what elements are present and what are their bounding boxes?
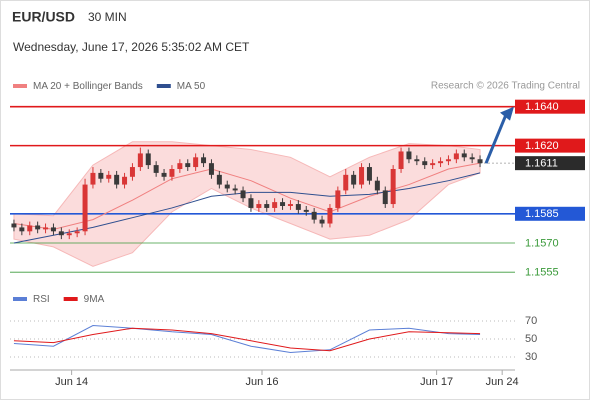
x-tick-label: Jun 14 bbox=[55, 376, 88, 388]
level-label: 1.1570 bbox=[525, 237, 559, 249]
candle-body bbox=[240, 190, 246, 199]
level-label: 1.1640 bbox=[525, 101, 559, 113]
candle-body bbox=[50, 227, 56, 232]
legend-swatch bbox=[13, 84, 27, 88]
candle-body bbox=[319, 219, 325, 224]
candle-body bbox=[185, 163, 191, 168]
candle-body bbox=[27, 225, 33, 232]
candle-body bbox=[382, 190, 388, 205]
candle-body bbox=[193, 157, 199, 168]
x-tick-label: Jun 24 bbox=[486, 376, 519, 388]
source: Research © 2026 Trading Central bbox=[431, 81, 580, 92]
candle-body bbox=[366, 167, 372, 181]
candle-body bbox=[19, 227, 25, 232]
level-label-box bbox=[515, 206, 585, 221]
level-label: 1.1585 bbox=[525, 208, 559, 220]
legend-label: MA 20 + Bollinger Bands bbox=[33, 81, 143, 92]
candle-body bbox=[303, 209, 309, 212]
candle-body bbox=[161, 172, 167, 177]
y-tick-label: 50 bbox=[525, 333, 537, 345]
candle-body bbox=[248, 198, 254, 208]
level-label: 1.1611 bbox=[525, 158, 558, 170]
candle-body bbox=[351, 174, 357, 185]
datetime: Wednesday, June 17, 2026 5:35:02 AM CET bbox=[13, 40, 250, 54]
candle-body bbox=[82, 184, 88, 232]
candle-body bbox=[43, 227, 49, 230]
candle-body bbox=[414, 159, 420, 162]
interval: 30 MIN bbox=[88, 10, 127, 24]
y-tick-label: 70 bbox=[525, 315, 537, 327]
candle-body bbox=[406, 151, 412, 160]
candle-body bbox=[177, 163, 183, 169]
level-label-box bbox=[515, 138, 585, 153]
legend-swatch bbox=[63, 297, 78, 301]
candle-body bbox=[224, 184, 230, 189]
candle-body bbox=[216, 174, 222, 185]
legend-label: RSI bbox=[33, 294, 50, 305]
moving-average bbox=[13, 162, 481, 230]
candle-body bbox=[374, 180, 380, 191]
candle-body bbox=[453, 153, 459, 160]
candle-body bbox=[422, 161, 428, 166]
x-tick-label: Jun 16 bbox=[245, 376, 278, 388]
level-label: 1.1620 bbox=[525, 140, 559, 152]
candle-body bbox=[311, 211, 317, 220]
candle-body bbox=[469, 157, 475, 160]
candle-body bbox=[359, 167, 365, 185]
candle-body bbox=[461, 153, 467, 158]
candle-body bbox=[145, 153, 151, 166]
candle-body bbox=[398, 151, 404, 169]
candle-body bbox=[11, 223, 17, 228]
legend-label: 9MA bbox=[84, 294, 105, 305]
candle-body bbox=[106, 174, 112, 179]
symbol: EUR/USD bbox=[12, 9, 75, 25]
candle-body bbox=[66, 233, 72, 236]
candle-body bbox=[153, 165, 159, 173]
candle-body bbox=[98, 172, 104, 179]
candle-body bbox=[477, 159, 483, 164]
y-tick-label: 30 bbox=[525, 351, 537, 363]
candle-body bbox=[438, 161, 444, 164]
candle-body bbox=[137, 153, 143, 168]
candle-body bbox=[232, 188, 238, 191]
candle-body bbox=[295, 204, 301, 210]
candle-body bbox=[430, 163, 436, 166]
candle-body bbox=[287, 204, 293, 206]
candle-body bbox=[129, 167, 135, 177]
candle-body bbox=[343, 174, 349, 191]
candle-body bbox=[390, 169, 396, 205]
indicator-line bbox=[13, 327, 481, 352]
candle-body bbox=[90, 172, 96, 185]
candle-body bbox=[280, 202, 286, 206]
forecast-arrow bbox=[484, 114, 508, 164]
candle-body bbox=[169, 169, 175, 177]
legend-label: MA 50 bbox=[177, 81, 206, 92]
candle-body bbox=[272, 202, 278, 208]
indicator-line bbox=[13, 324, 481, 354]
forecast-arrowhead bbox=[500, 106, 514, 121]
level-label-box bbox=[515, 99, 585, 114]
candle-body bbox=[264, 204, 270, 208]
candle-body bbox=[122, 176, 128, 185]
candle-body bbox=[74, 231, 80, 234]
legend-swatch bbox=[156, 84, 171, 88]
candle-body bbox=[58, 231, 64, 236]
candle-body bbox=[208, 163, 214, 175]
level-label-box bbox=[515, 156, 585, 171]
candle-body bbox=[256, 204, 262, 208]
legend-swatch bbox=[13, 297, 27, 301]
candle-body bbox=[201, 157, 207, 164]
candle-body bbox=[335, 190, 341, 208]
moving-average bbox=[13, 172, 481, 244]
x-tick-label: Jun 17 bbox=[420, 376, 453, 388]
candle-body bbox=[445, 159, 451, 162]
candle-body bbox=[114, 174, 120, 185]
candle-body bbox=[35, 225, 41, 230]
level-label: 1.1555 bbox=[525, 267, 559, 279]
candle-body bbox=[327, 207, 333, 224]
